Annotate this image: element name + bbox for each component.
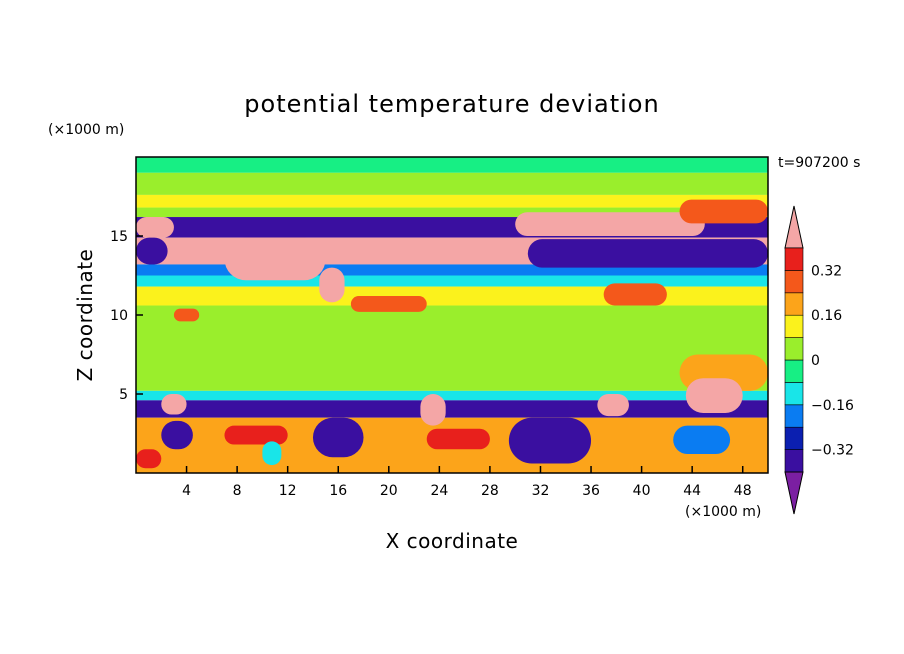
contour-band-6: [136, 264, 768, 276]
contour-feature-0: [136, 217, 174, 238]
colorbar-bottom-triangle: [784, 471, 804, 515]
time-label: t=907200 s: [778, 155, 860, 171]
colorbar-tick-label-4: 0.32: [811, 263, 842, 279]
contour-feature-19: [224, 425, 288, 445]
contour-feature-4: [350, 296, 427, 312]
contour-band-8: [136, 286, 768, 306]
contour-feature-11: [685, 378, 743, 413]
contour-feature-9: [173, 308, 200, 322]
colorbar-swatch-6: [784, 314, 804, 338]
contour-band-3: [136, 207, 768, 218]
colorbar-tick-label-1: −0.16: [811, 398, 854, 414]
contour-feature-3: [319, 267, 345, 303]
colorbar-swatch-1: [784, 426, 804, 450]
colorbar-tick-label-3: 0.16: [811, 308, 842, 324]
y-tick-label-0: 5: [119, 387, 128, 403]
colorbar-swatch-9: [784, 247, 804, 271]
x-tick-label-9: 40: [633, 483, 651, 499]
contour-band-7: [136, 275, 768, 287]
contour-feature-2: [224, 237, 326, 281]
colorbar-swatch-0: [784, 449, 804, 473]
contour-feature-1: [136, 237, 168, 265]
x-tick-label-0: 4: [182, 483, 191, 499]
contour-feature-12: [597, 394, 629, 417]
contour-band-12: [136, 400, 768, 418]
contour-feature-17: [508, 417, 592, 464]
x-axis-label: X coordinate: [386, 529, 519, 553]
contour-feature-21: [136, 449, 162, 469]
x-tick-label-4: 20: [380, 483, 398, 499]
x-unit-label: (×1000 m): [685, 504, 761, 520]
contour-feature-5: [515, 212, 705, 236]
colorbar-swatch-2: [784, 404, 804, 428]
x-tick-label-10: 44: [683, 483, 701, 499]
contour-band-10: [136, 354, 768, 391]
colorbar-swatch-3: [784, 382, 804, 406]
chart-title: potential temperature deviation: [244, 90, 659, 118]
contour-feature-6: [527, 239, 768, 268]
contour-feature-20: [426, 428, 490, 450]
colorbar-tick-label-2: 0: [811, 353, 820, 369]
x-tick-label-1: 8: [233, 483, 242, 499]
contour-band-1: [136, 172, 768, 195]
x-tick-label-3: 16: [329, 483, 347, 499]
x-tick-label-5: 24: [430, 483, 448, 499]
contour-feature-18: [673, 425, 731, 455]
colorbar-swatch-7: [784, 292, 804, 316]
colorbar-top-triangle: [784, 205, 804, 249]
contour-feature-16: [312, 417, 364, 458]
y-tick-label-2: 15: [110, 229, 128, 245]
contour-band-0: [136, 157, 768, 173]
colorbar: −0.32 −0.16 0 0.16 0.32: [784, 205, 854, 515]
colorbar-swatch-4: [784, 359, 804, 383]
colorbar-swatch-5: [784, 337, 804, 361]
plot-area: [135, 156, 769, 474]
contour-band-2: [136, 194, 768, 208]
contour-feature-15: [161, 420, 193, 450]
contour-feature-8: [603, 283, 667, 306]
contour-feature-14: [420, 394, 446, 426]
contour-feature-22: [262, 441, 282, 466]
contour-bands: [136, 157, 768, 473]
y-tick-label-1: 10: [110, 308, 128, 324]
x-tick-label-7: 32: [532, 483, 550, 499]
y-axis: 5 10 15: [110, 229, 143, 403]
contour-band-11: [136, 390, 768, 401]
contour-band-9: [136, 305, 768, 355]
contour-feature-13: [161, 394, 187, 415]
x-axis: 4 8 12 16 20 24 28 32 36 40 44 48: [182, 466, 752, 499]
x-tick-label-2: 12: [279, 483, 297, 499]
colorbar-swatch-8: [784, 270, 804, 294]
x-tick-label-8: 36: [582, 483, 600, 499]
x-tick-label-11: 48: [734, 483, 752, 499]
colorbar-tick-label-0: −0.32: [811, 443, 854, 459]
contour-feature-7: [679, 199, 768, 224]
contour-features: [136, 199, 768, 469]
y-unit-label: (×1000 m): [48, 122, 124, 138]
y-axis-label: Z coordinate: [73, 249, 97, 382]
x-tick-label-6: 28: [481, 483, 499, 499]
